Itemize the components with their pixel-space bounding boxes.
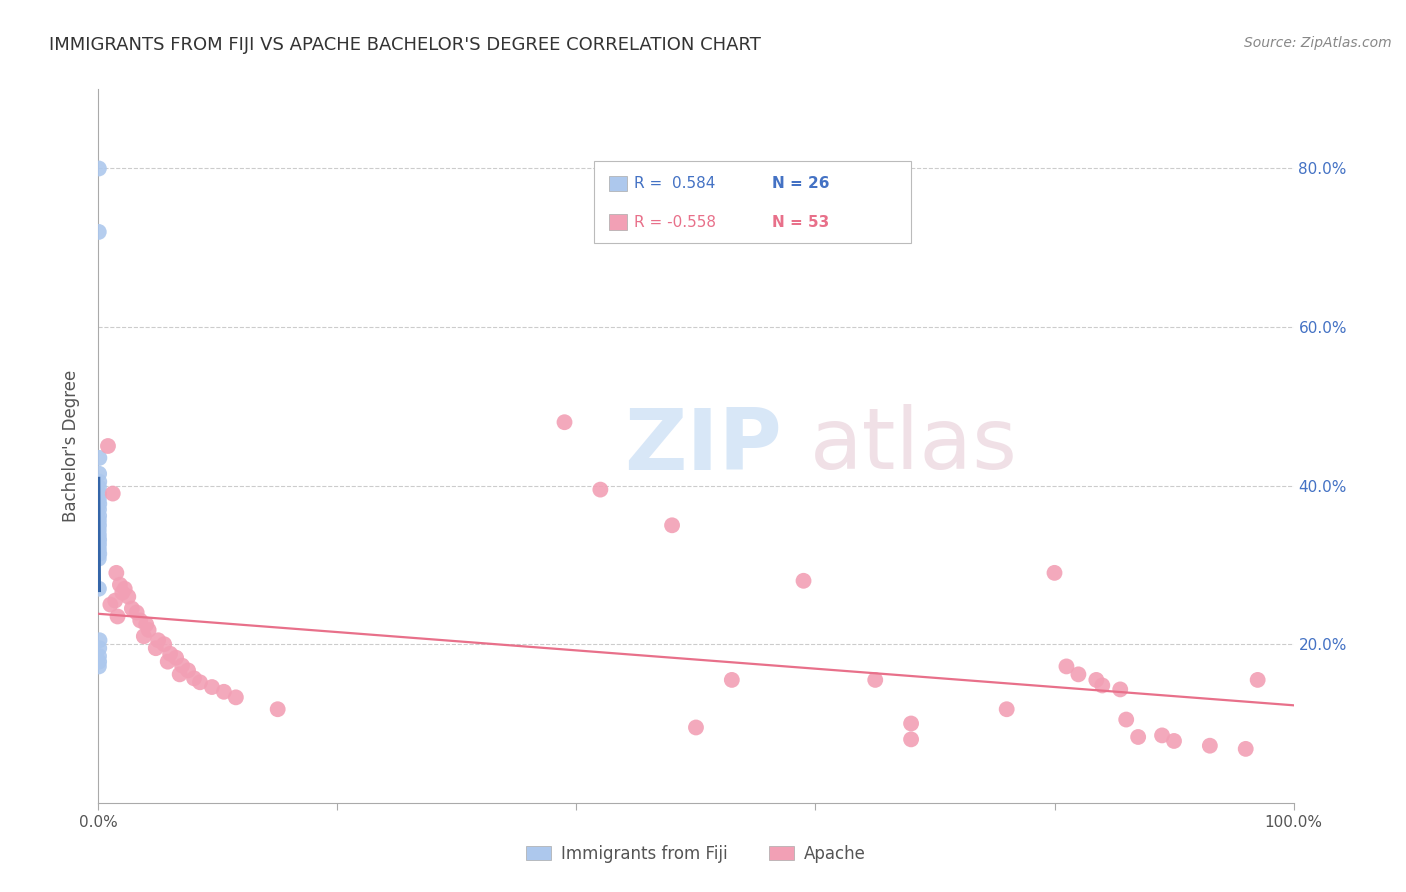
Point [900, 716, 922, 731]
Point [105, 566, 128, 580]
Point [89, 655, 111, 669]
FancyBboxPatch shape [609, 214, 627, 230]
Legend: Immigrants from Fiji, Apache: Immigrants from Fiji, Apache [519, 838, 873, 870]
Point [129, 614, 152, 628]
Point [1091, 678, 1114, 692]
Point [995, 702, 1018, 716]
Point [201, 680, 224, 694]
Point [721, 673, 744, 687]
Point [89, 547, 111, 561]
Point [89, 533, 111, 547]
Point [87, 537, 110, 551]
Point [1234, 742, 1257, 756]
Point [145, 641, 167, 656]
Point [554, 415, 576, 429]
Point [225, 690, 247, 705]
FancyBboxPatch shape [609, 176, 627, 192]
Point [87, 528, 110, 542]
Point [87, 649, 110, 664]
Point [169, 667, 191, 681]
Point [87, 542, 110, 557]
Point [1150, 728, 1173, 742]
Point [900, 732, 922, 747]
Point [132, 629, 155, 643]
Text: R =  0.584: R = 0.584 [634, 176, 716, 191]
Point [1128, 730, 1150, 744]
Point [89, 641, 111, 656]
Point [104, 593, 127, 607]
Text: ZIP: ZIP [624, 404, 782, 488]
Point [1109, 682, 1132, 697]
Point [89, 508, 111, 523]
Point [89, 475, 111, 489]
Point [121, 601, 143, 615]
Point [1115, 713, 1137, 727]
Point [89, 450, 111, 465]
Text: N = 53: N = 53 [772, 215, 830, 229]
Point [1054, 659, 1078, 673]
Point [138, 623, 160, 637]
Point [108, 578, 131, 592]
Text: N = 26: N = 26 [772, 176, 830, 191]
Point [114, 582, 136, 596]
Point [87, 492, 110, 507]
Point [1163, 734, 1185, 748]
Text: atlas: atlas [810, 404, 1018, 488]
Point [267, 702, 290, 716]
Point [87, 225, 110, 239]
Point [793, 574, 815, 588]
Point [212, 685, 235, 699]
Point [107, 609, 129, 624]
Point [125, 606, 148, 620]
Point [1085, 673, 1108, 687]
Point [685, 721, 707, 735]
Point [87, 523, 110, 537]
Point [98, 598, 122, 612]
Point [1043, 566, 1066, 580]
Point [89, 633, 111, 648]
Point [153, 637, 176, 651]
FancyBboxPatch shape [595, 161, 911, 243]
Point [89, 486, 111, 500]
Point [87, 551, 110, 566]
Point [89, 497, 111, 511]
Text: R = -0.558: R = -0.558 [634, 215, 717, 229]
Point [97, 439, 120, 453]
Point [87, 480, 110, 494]
Y-axis label: Bachelor's Degree: Bachelor's Degree [62, 370, 80, 522]
Point [1246, 673, 1268, 687]
Point [1067, 667, 1090, 681]
Text: IMMIGRANTS FROM FIJI VS APACHE BACHELOR'S DEGREE CORRELATION CHART: IMMIGRANTS FROM FIJI VS APACHE BACHELOR'… [49, 36, 761, 54]
Point [165, 650, 187, 665]
Point [156, 655, 179, 669]
Point [87, 518, 110, 533]
Point [159, 647, 181, 661]
Point [188, 675, 211, 690]
Point [135, 617, 157, 632]
Point [863, 673, 887, 687]
Point [87, 161, 110, 176]
Point [177, 664, 200, 678]
Point [148, 633, 170, 648]
Point [87, 514, 110, 528]
Point [661, 518, 683, 533]
Point [589, 483, 612, 497]
Point [111, 585, 134, 599]
Point [87, 659, 110, 673]
Point [172, 658, 194, 673]
Point [101, 486, 124, 500]
Point [87, 582, 110, 596]
Point [89, 467, 111, 481]
Point [1198, 739, 1220, 753]
Text: Source: ZipAtlas.com: Source: ZipAtlas.com [1244, 36, 1392, 50]
Point [87, 502, 110, 516]
Point [183, 671, 205, 685]
Point [117, 590, 139, 604]
